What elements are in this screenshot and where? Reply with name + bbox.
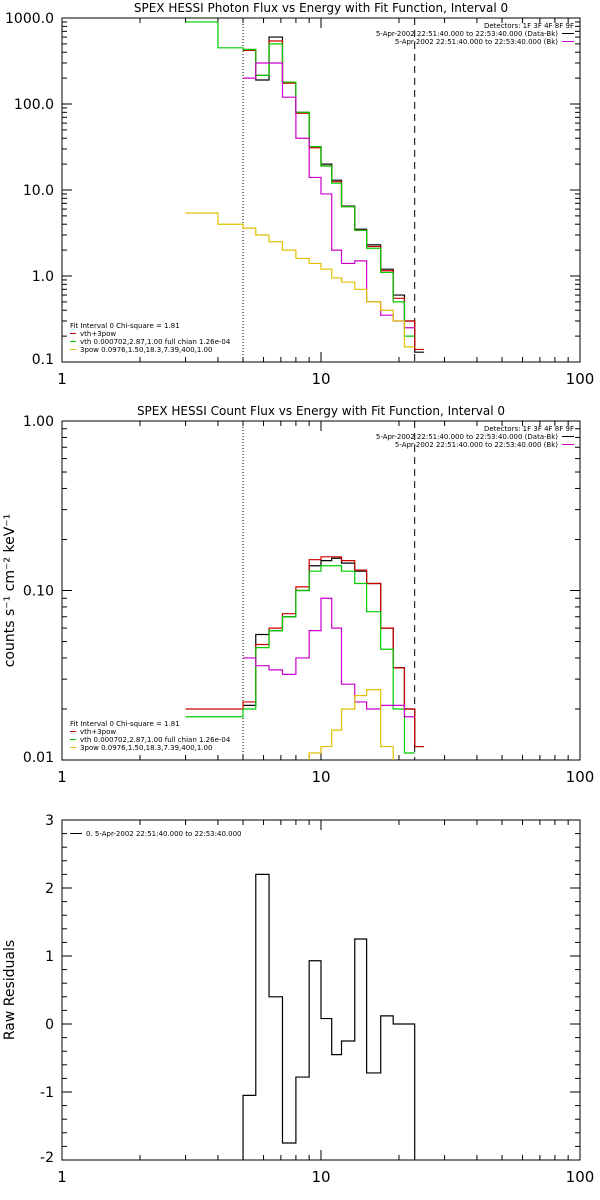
info-line-1: 5-Apr-2002 22:51:40.000 to 22:53:40.000 …: [395, 441, 558, 449]
fit-legend-item-1: vth 0.000702,2.87,1.00 full chian 1.26e-…: [80, 338, 231, 346]
y-tick-label: 10.0: [23, 183, 54, 199]
legend-label: 0. 5-Apr-2002 22:51:40.000 to 22:53:40.0…: [86, 830, 241, 838]
y-tick-label: 100.0: [14, 97, 54, 113]
y-tick-label: 1.00: [23, 414, 54, 430]
y-tick-label: -1: [40, 1085, 54, 1101]
fit-legend-item-0: vth+3pow: [80, 728, 116, 736]
y-tick-label: 1.0: [32, 269, 54, 285]
x-tick-label: 100: [566, 768, 595, 786]
y-tick-label: 3: [45, 813, 54, 829]
chart-title: SPEX HESSI Count Flux vs Energy with Fit…: [137, 404, 505, 418]
fit-legend-header: Fit Interval 0 Chi-square = 1.81: [70, 720, 180, 728]
info-line-0: 5-Apr-2002 22:51:40.000 to 22:53:40.000 …: [376, 433, 558, 441]
series-line-2: [185, 565, 415, 754]
series-line-0: [242, 873, 416, 1160]
fit-legend-item-1: vth 0.000702,2.87,1.00 full chian 1.26e-…: [80, 736, 231, 744]
series-line-2: [185, 21, 415, 337]
y-tick-label: 0.01: [23, 750, 54, 766]
y-tick-label: 2: [45, 881, 54, 897]
x-tick-label: 100: [566, 370, 595, 388]
y-tick-label: 0.1: [32, 352, 54, 368]
info-line-0: 5-Apr-2002 22:51:40.000 to 22:53:40.000 …: [376, 30, 558, 38]
fit-legend-item-2: 3pow 0.0976,1.50,18.3,7.39,400,1.00: [80, 346, 212, 354]
x-tick-label: 100: [566, 1168, 595, 1186]
x-tick-label: 10: [311, 768, 330, 786]
y-tick-label: -2: [40, 1150, 54, 1166]
series-line-3: [243, 597, 415, 718]
count-flux-panel: SPEX HESSI Count Flux vs Energy with Fit…: [2, 404, 595, 786]
series-line-0: [243, 36, 425, 353]
y-tick-label: 1000.0: [5, 11, 54, 27]
x-tick-label: 10: [311, 370, 330, 388]
y-tick-label: 0: [45, 1017, 54, 1033]
detectors-label: Detectors: 1F 3F 4F 8F 9F: [484, 22, 574, 30]
series-line-1: [185, 556, 425, 748]
y-axis-label: counts s⁻¹ cm⁻² keV⁻¹: [2, 514, 18, 668]
series-line-4: [308, 689, 394, 760]
x-tick-label: 1: [57, 768, 67, 786]
y-tick-label: 0.10: [23, 584, 54, 600]
y-tick-label: 1: [45, 949, 54, 965]
chart-title: SPEX HESSI Photon Flux vs Energy with Fi…: [134, 1, 508, 15]
detectors-label: Detectors: 1F 3F 4F 8F 9F: [484, 425, 574, 433]
x-tick-label: 10: [311, 1168, 330, 1186]
y-axis-label: Raw Residuals: [2, 940, 18, 1040]
x-tick-label: 1: [57, 370, 67, 388]
residuals-panel: Raw Residuals 1 10 100 -2 -1 0 1 2 3 0. 5-Apr-2002…: [2, 813, 594, 1186]
fit-legend-item-0: vth+3pow: [80, 330, 116, 338]
photon-flux-panel: SPEX HESSI Photon Flux vs Energy with Fi…: [5, 1, 594, 388]
fit-legend-item-2: 3pow 0.0976,1.50,18.3,7.39,400,1.00: [80, 744, 212, 752]
series-line-3: [243, 62, 415, 329]
series-line-1: [243, 40, 425, 351]
plot-frame: [61, 420, 581, 761]
series-line-4: [185, 212, 415, 348]
series-line-0: [243, 557, 425, 748]
info-line-1: 5-Apr-2002 22:51:40.000 to 22:53:40.000 …: [395, 38, 558, 46]
x-tick-label: 1: [57, 1168, 67, 1186]
fit-legend-header: Fit Interval 0 Chi-square = 1.81: [70, 322, 180, 330]
